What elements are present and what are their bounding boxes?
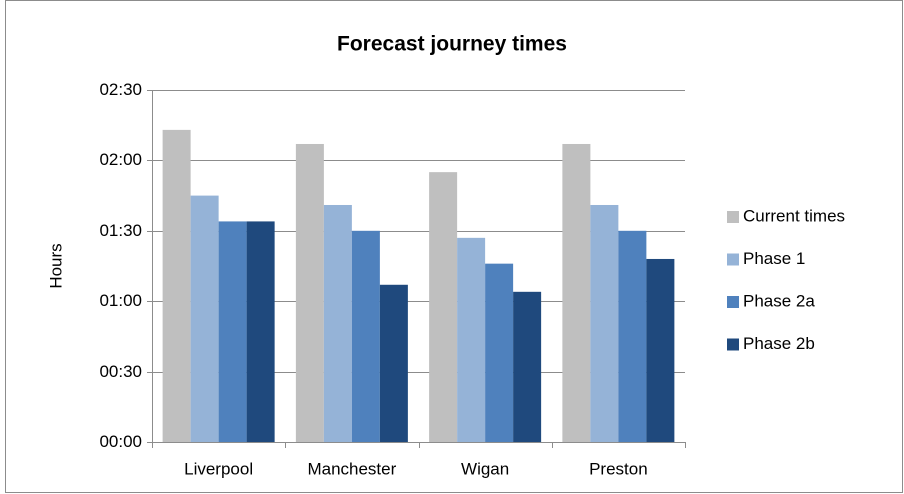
y-tick-label: 01:00 (99, 291, 142, 310)
bar (590, 204, 619, 442)
bar (618, 230, 647, 442)
bar (162, 129, 191, 443)
y-axis-label: Hours (46, 243, 65, 288)
legend-swatch (727, 211, 739, 223)
legend-swatch (727, 253, 739, 266)
legend-label: Phase 1 (743, 249, 805, 268)
x-tick-label: Preston (589, 459, 648, 478)
bar (323, 204, 352, 442)
bar (429, 172, 458, 442)
legend-label: Phase 2a (743, 291, 815, 310)
y-tick-label: 00:00 (99, 432, 142, 451)
x-tick-label: Manchester (307, 459, 396, 478)
bar (646, 258, 675, 442)
y-tick-label: 00:30 (99, 362, 142, 381)
bar (190, 195, 219, 442)
bar (351, 230, 380, 442)
y-tick-label: 02:30 (99, 80, 142, 99)
bar (562, 143, 591, 442)
y-tick-label: 01:30 (99, 221, 142, 240)
x-tick-label: Wigan (461, 459, 509, 478)
bar (218, 221, 247, 442)
bar (246, 221, 275, 442)
bar (457, 237, 486, 442)
legend-swatch (727, 338, 739, 351)
bar (379, 284, 408, 442)
bar (485, 263, 514, 442)
chart-title: Forecast journey times (337, 33, 567, 56)
legend-swatch (727, 296, 739, 308)
x-tick-label: Liverpool (184, 459, 253, 478)
legend-label: Phase 2b (743, 334, 815, 353)
y-tick-label: 02:00 (99, 150, 142, 169)
legend-label: Current times (743, 206, 845, 225)
bar (513, 291, 542, 442)
bar (295, 143, 324, 442)
